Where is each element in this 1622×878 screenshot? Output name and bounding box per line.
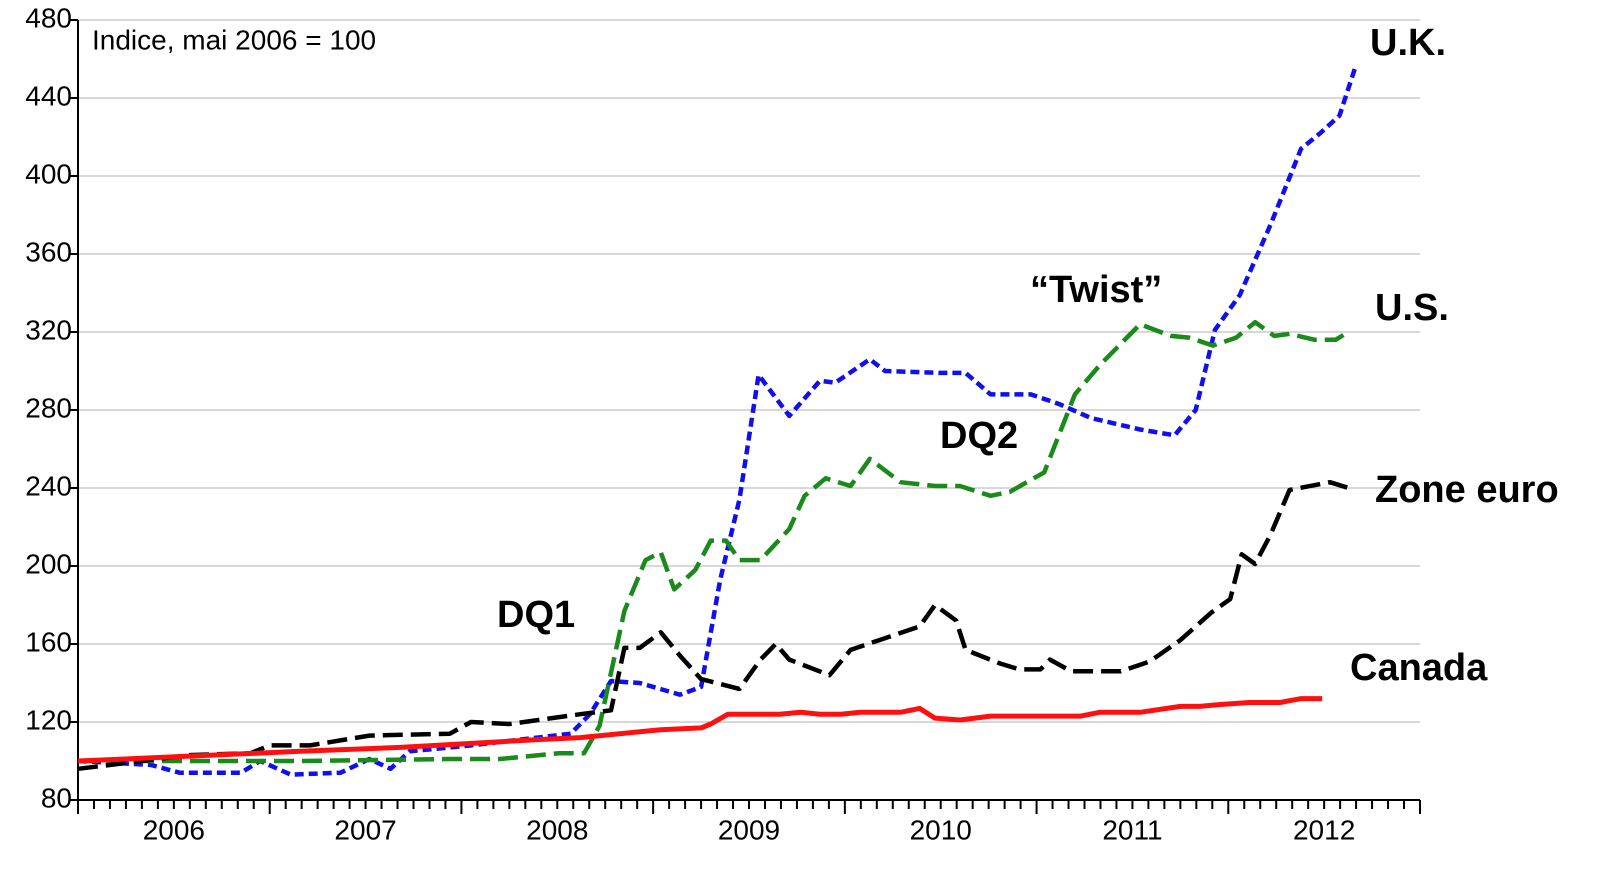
y-tick-label: 200 (25, 548, 72, 579)
series-line (77, 68, 1357, 777)
series-line (78, 319, 1347, 764)
y-tick-label: 360 (25, 236, 72, 267)
y-tick-label: 240 (25, 470, 72, 501)
y-tick-label: 280 (25, 392, 72, 423)
y-tick-label: 480 (25, 2, 72, 33)
series-label: U.S. (1375, 287, 1449, 329)
series-line (77, 479, 1356, 772)
annotation: “Twist” (1030, 269, 1162, 311)
y-tick-label: 440 (25, 80, 72, 111)
x-tick-label: 2012 (1293, 814, 1355, 845)
y-tick-label: 80 (41, 782, 72, 813)
series-label: Canada (1350, 647, 1488, 689)
series-label: U.K. (1370, 22, 1446, 64)
annotation: Indice, mai 2006 = 100 (92, 24, 376, 55)
x-tick-label: 2010 (910, 814, 972, 845)
x-tick-label: 2008 (526, 814, 588, 845)
y-tick-label: 320 (25, 314, 72, 345)
x-tick-label: 2007 (334, 814, 396, 845)
x-tick-label: 2009 (718, 814, 780, 845)
y-tick-label: 160 (25, 626, 72, 657)
x-tick-label: 2011 (1102, 814, 1162, 845)
x-tick-label: 2006 (143, 814, 205, 845)
series-line (77, 696, 1323, 764)
y-tick-label: 400 (25, 158, 72, 189)
y-tick-label: 120 (25, 704, 72, 735)
annotation: DQ2 (940, 415, 1018, 457)
annotation: DQ1 (497, 594, 575, 636)
series-label: Zone euro (1375, 469, 1559, 511)
